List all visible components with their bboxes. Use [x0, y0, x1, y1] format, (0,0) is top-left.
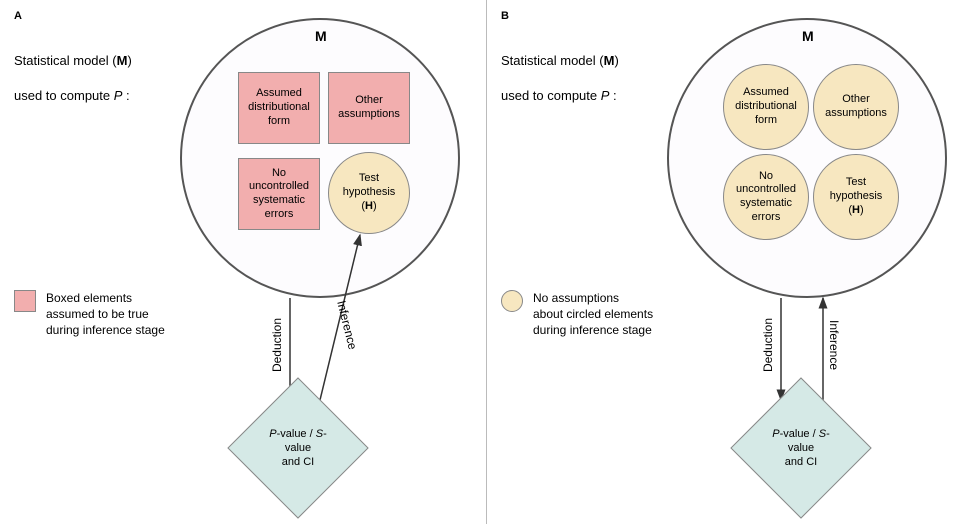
panel-b: B Statistical model (M) used to compute …	[486, 0, 972, 524]
panel-a: A Statistical model (M) used to compute …	[0, 0, 486, 524]
deduction-label: Deduction	[270, 318, 284, 372]
panel-a-result-diamond: P-value / S-value and CI	[248, 398, 348, 498]
inference-label-b: Inference	[827, 320, 841, 370]
deduction-label-b: Deduction	[761, 318, 775, 372]
panel-b-arrows	[487, 0, 972, 524]
panel-b-result-diamond: P-value / S-value and CI	[751, 398, 851, 498]
